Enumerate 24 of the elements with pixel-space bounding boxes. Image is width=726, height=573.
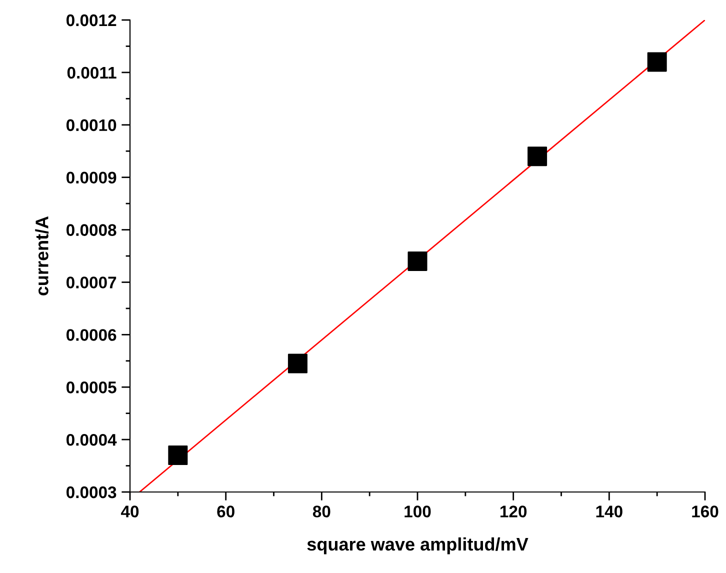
y-tick-label: 0.0010: [66, 119, 116, 132]
point: [647, 52, 667, 72]
point: [408, 251, 428, 271]
x-tick-label: 140: [596, 506, 622, 518]
y-tick-label: 0.0004: [66, 434, 117, 446]
x-tick-label: 80: [312, 506, 330, 518]
x-tick-label: 100: [404, 506, 431, 518]
y-tick-label: 0.0007: [66, 276, 116, 288]
point: [168, 446, 188, 466]
x-tick-label: 60: [217, 506, 234, 518]
y-tick-label: 0.0003: [66, 486, 116, 498]
y-tick-label: 0.0005: [66, 382, 116, 394]
point: [288, 354, 308, 374]
x-axis-title: square wave amplitud/mV: [307, 537, 528, 554]
y-axis-title: current/A: [35, 216, 49, 296]
x-tick-label: 40: [120, 506, 139, 518]
x-tick-label: 160: [692, 506, 718, 518]
y-tick-label: 0.0008: [66, 224, 116, 236]
y-tick-label: 0.0009: [66, 172, 116, 184]
point: [528, 146, 548, 166]
y-tick-label: 0.0011: [67, 66, 116, 79]
y-tick-label: 0.0006: [66, 329, 116, 341]
x-tick-label: 120: [500, 506, 527, 518]
y-tick-label: 0.0012: [66, 14, 116, 26]
